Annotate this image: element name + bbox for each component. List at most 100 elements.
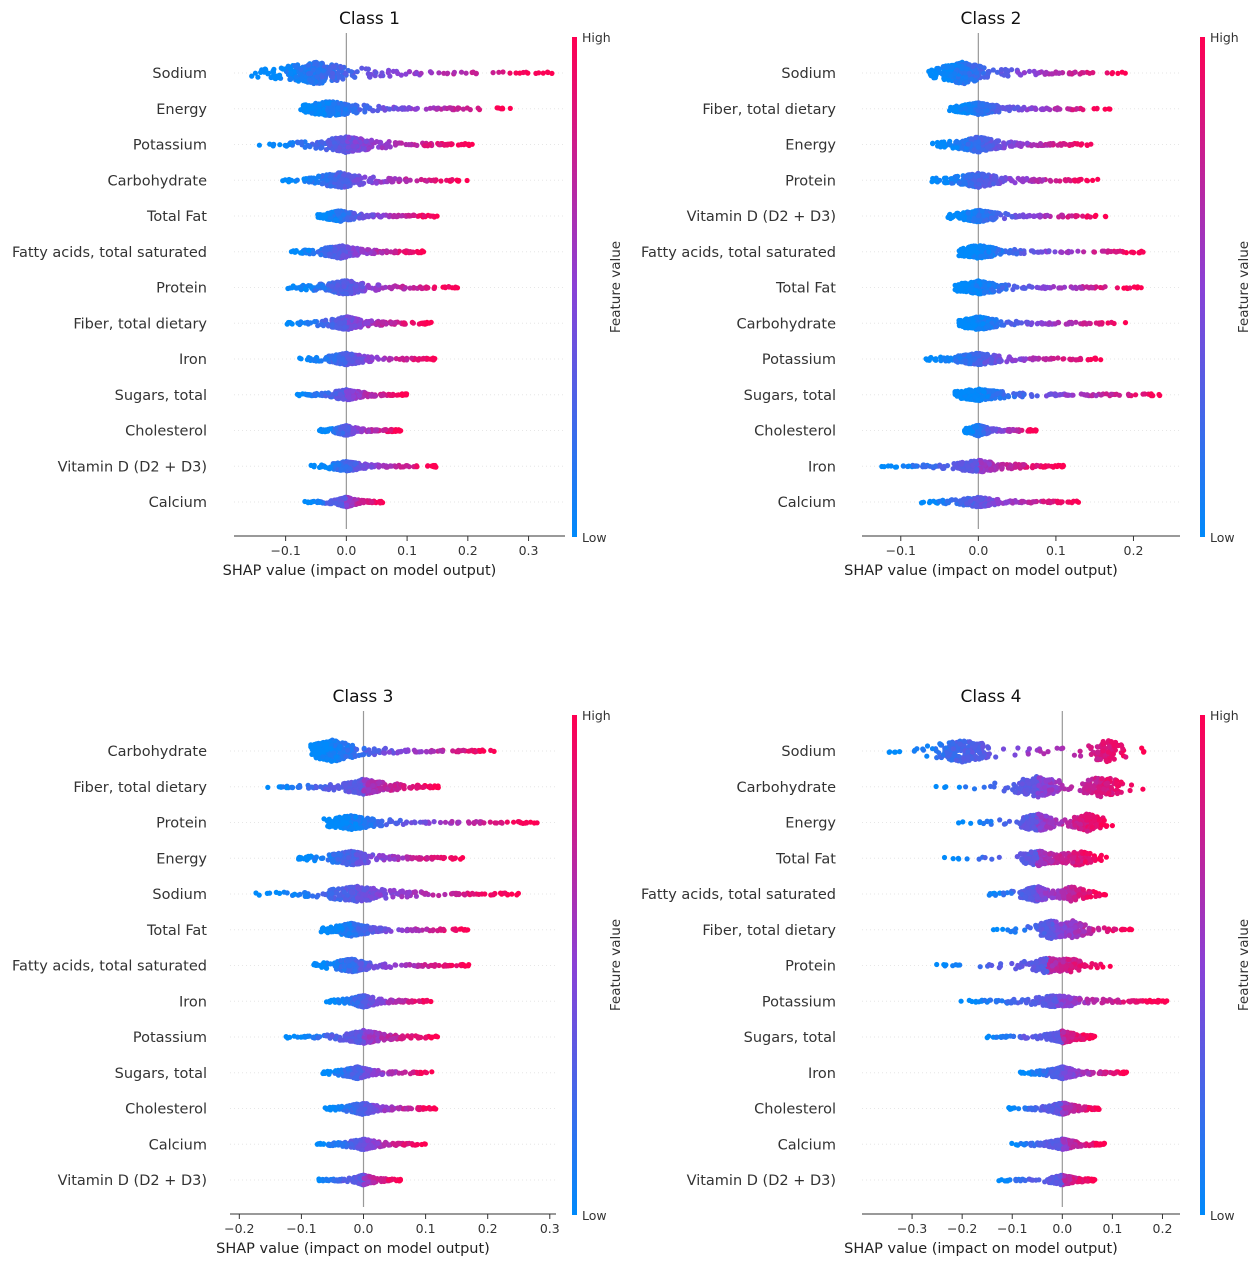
shap-point (437, 142, 443, 148)
shap-point (318, 358, 324, 364)
shap-point (424, 178, 430, 184)
beeswarm-row (302, 494, 386, 510)
shap-point (350, 430, 356, 436)
shap-point (981, 65, 987, 71)
shap-point (290, 140, 296, 146)
shap-point (1000, 104, 1006, 111)
shap-point (340, 252, 346, 258)
shap-point (420, 321, 426, 327)
shap-point (392, 320, 398, 326)
shap-point (361, 146, 367, 152)
shap-point (294, 177, 300, 183)
shap-point (375, 107, 381, 114)
shap-point (352, 250, 359, 256)
shap-point (458, 69, 465, 75)
shap-point (387, 144, 393, 150)
shap-point (335, 208, 341, 214)
shap-point (348, 278, 354, 284)
shap-point (302, 144, 308, 150)
shap-point (330, 74, 336, 80)
shap-point (338, 320, 344, 326)
shap-point (406, 142, 412, 148)
shap-point (369, 355, 375, 361)
colorbar-low-label: Low (582, 530, 607, 545)
shap-point (249, 73, 255, 79)
shap-point (935, 65, 941, 71)
shap-point (376, 103, 382, 109)
shap-point (354, 69, 360, 75)
beeswarm-row (316, 423, 404, 438)
shap-point (337, 501, 343, 508)
x-tick-label: 0.1 (397, 543, 417, 558)
shap-point (373, 70, 379, 76)
shap-point (320, 68, 327, 74)
shap-point (353, 466, 359, 473)
beeswarm-row (284, 314, 434, 332)
shap-point (350, 143, 356, 149)
shap-point (1119, 69, 1125, 75)
shap-point (1035, 70, 1041, 76)
shap-point (350, 388, 356, 394)
shap-point (327, 67, 333, 73)
shap-panel-1: Class 1SodiumEnergyPotassiumCarbohydrate… (12, 9, 624, 579)
shap-point (325, 100, 331, 106)
shap-point (397, 428, 403, 434)
shap-point (399, 391, 405, 397)
beeswarm-row (298, 99, 513, 118)
shap-point (375, 319, 381, 326)
shap-point (335, 112, 341, 118)
shap-point (276, 74, 282, 81)
shap-point (430, 357, 436, 363)
shap-point (329, 136, 335, 142)
shap-point (265, 71, 271, 77)
shap-point (334, 147, 340, 154)
shap-point (327, 211, 333, 217)
shap-point (394, 392, 400, 398)
shap-point (994, 69, 1001, 75)
shap-point (256, 142, 262, 148)
shap-point (364, 357, 370, 363)
shap-point (359, 497, 365, 504)
shap-point (384, 141, 390, 147)
shap-point (444, 141, 450, 148)
shap-point (342, 495, 348, 501)
shap-point (322, 245, 328, 251)
shap-point (302, 498, 308, 505)
shap-point (473, 70, 479, 76)
shap-point (331, 101, 337, 107)
x-tick-label: −0.1 (270, 543, 300, 558)
shap-point (1006, 106, 1012, 112)
shap-point (307, 70, 314, 77)
shap-point (356, 393, 363, 399)
shap-point (382, 107, 388, 113)
shap-point (315, 69, 321, 75)
shap-point (1056, 70, 1062, 76)
shap-point (360, 463, 366, 469)
shap-point (333, 500, 339, 506)
shap-point (332, 176, 338, 182)
shap-point (322, 464, 328, 470)
shap-point (536, 70, 542, 76)
shap-point (365, 66, 371, 72)
shap-point (525, 70, 531, 76)
shap-point (293, 74, 299, 80)
shap-point (270, 143, 276, 149)
shap-point (949, 64, 955, 70)
shap-point (418, 70, 424, 76)
shap-point (500, 69, 506, 75)
shap-point (305, 247, 311, 253)
shap-point (1091, 106, 1097, 112)
shap-point (307, 283, 313, 289)
shap-point (968, 76, 975, 82)
shap-point (285, 63, 291, 69)
shap-point (374, 354, 380, 360)
shap-point (352, 139, 358, 145)
colorbar-high-label: High (582, 30, 611, 45)
shap-point (252, 70, 258, 76)
shap-point (288, 249, 294, 255)
feature-label: Sugars, total (115, 388, 207, 404)
shap-point (540, 70, 546, 76)
feature-label: Protein (156, 281, 207, 297)
